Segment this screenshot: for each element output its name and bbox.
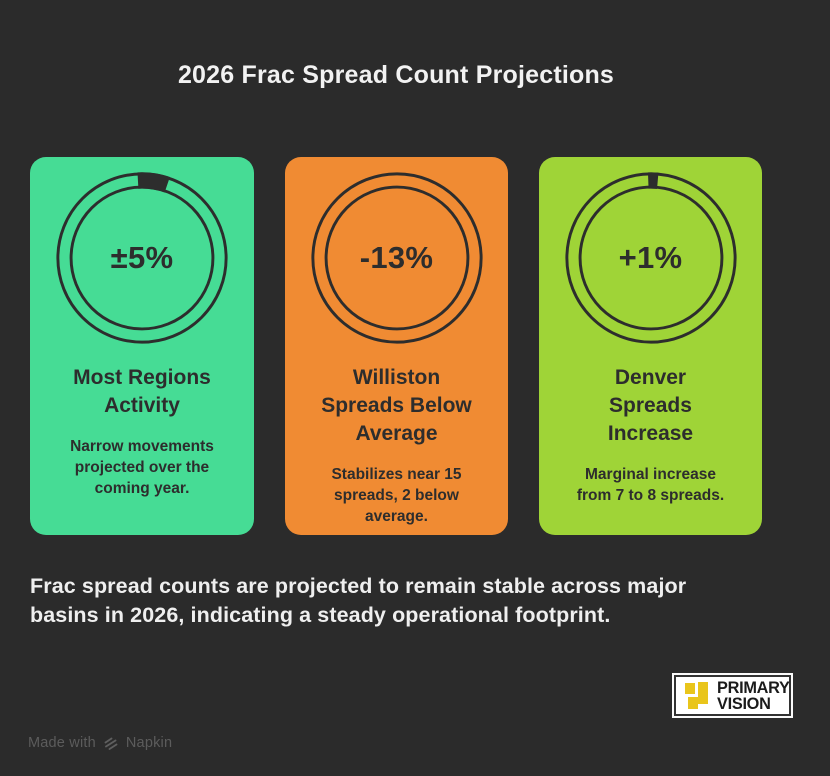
card-denver: +1% Denver Spreads Increase Marginal inc… [539, 157, 762, 535]
primary-vision-blocks-icon [685, 682, 709, 709]
card-williston: -13% Williston Spreads Below Average Sta… [285, 157, 508, 535]
gauge-ring: ±5% [52, 168, 232, 348]
card-description: Marginal increase from 7 to 8 spreads. [576, 466, 725, 504]
primary-vision-wordmark: PRIMARY VISION [717, 677, 790, 713]
logo-block-right [698, 682, 708, 704]
gauge-value: ±5% [110, 240, 174, 275]
logo-line-1: PRIMARY [717, 677, 790, 697]
card-most-regions: ±5% Most Regions Activity Narrow movemen… [30, 157, 254, 535]
logo-block-top-left [685, 683, 695, 694]
primary-vision-logo: PRIMARY VISION [674, 675, 791, 716]
napkin-logo-icon [104, 737, 118, 750]
gauge-value: +1% [618, 240, 683, 275]
summary-text: Frac spread counts are projected to rema… [30, 574, 687, 627]
card-heading: Most Regions Activity [73, 366, 211, 417]
gauge-ring: -13% [307, 168, 487, 348]
gauge-value: -13% [359, 240, 434, 275]
card-description: Narrow movements projected over the comi… [70, 438, 214, 497]
page-title: 2026 Frac Spread Count Projections [177, 61, 615, 89]
gauge-ring: +1% [561, 168, 741, 348]
logo-block-bottom-left [688, 697, 698, 709]
card-description: Stabilizes near 15 spreads, 2 below aver… [331, 466, 462, 525]
card-heading: Williston Spreads Below Average [321, 366, 472, 445]
made-with-napkin-badge: Made with Napkin [28, 735, 172, 751]
stat-cards-row: ±5% Most Regions Activity Narrow movemen… [30, 157, 762, 535]
napkin-brand-label: Napkin [125, 735, 173, 751]
made-with-label: Made with [28, 735, 96, 751]
card-heading: Denver Spreads Increase [607, 366, 694, 445]
logo-line-2: VISION [717, 693, 771, 713]
